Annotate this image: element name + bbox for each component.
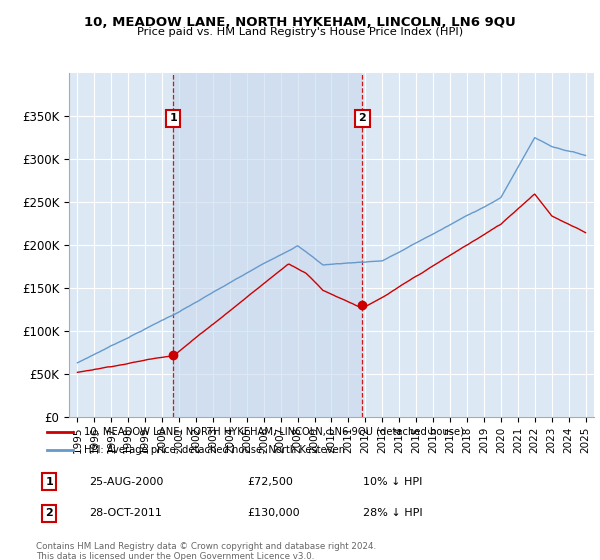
Text: 10% ↓ HPI: 10% ↓ HPI (364, 477, 423, 487)
Text: 28-OCT-2011: 28-OCT-2011 (89, 508, 161, 518)
Text: Contains HM Land Registry data © Crown copyright and database right 2024.
This d: Contains HM Land Registry data © Crown c… (36, 542, 376, 560)
Text: 2: 2 (359, 114, 367, 123)
Text: £72,500: £72,500 (247, 477, 293, 487)
Text: 10, MEADOW LANE, NORTH HYKEHAM, LINCOLN, LN6 9QU: 10, MEADOW LANE, NORTH HYKEHAM, LINCOLN,… (84, 16, 516, 29)
Text: 25-AUG-2000: 25-AUG-2000 (89, 477, 163, 487)
Text: 1: 1 (46, 477, 53, 487)
Text: £130,000: £130,000 (247, 508, 300, 518)
Text: 1: 1 (169, 114, 177, 123)
Text: Price paid vs. HM Land Registry's House Price Index (HPI): Price paid vs. HM Land Registry's House … (137, 27, 463, 37)
Text: 28% ↓ HPI: 28% ↓ HPI (364, 508, 423, 518)
Bar (173, 73, 362, 417)
Text: 10, MEADOW LANE, NORTH HYKEHAM, LINCOLN, LN6 9QU (detached house): 10, MEADOW LANE, NORTH HYKEHAM, LINCOLN,… (83, 427, 464, 437)
Text: 2: 2 (46, 508, 53, 518)
Text: HPI: Average price, detached house, North Kesteven: HPI: Average price, detached house, Nort… (83, 445, 344, 455)
